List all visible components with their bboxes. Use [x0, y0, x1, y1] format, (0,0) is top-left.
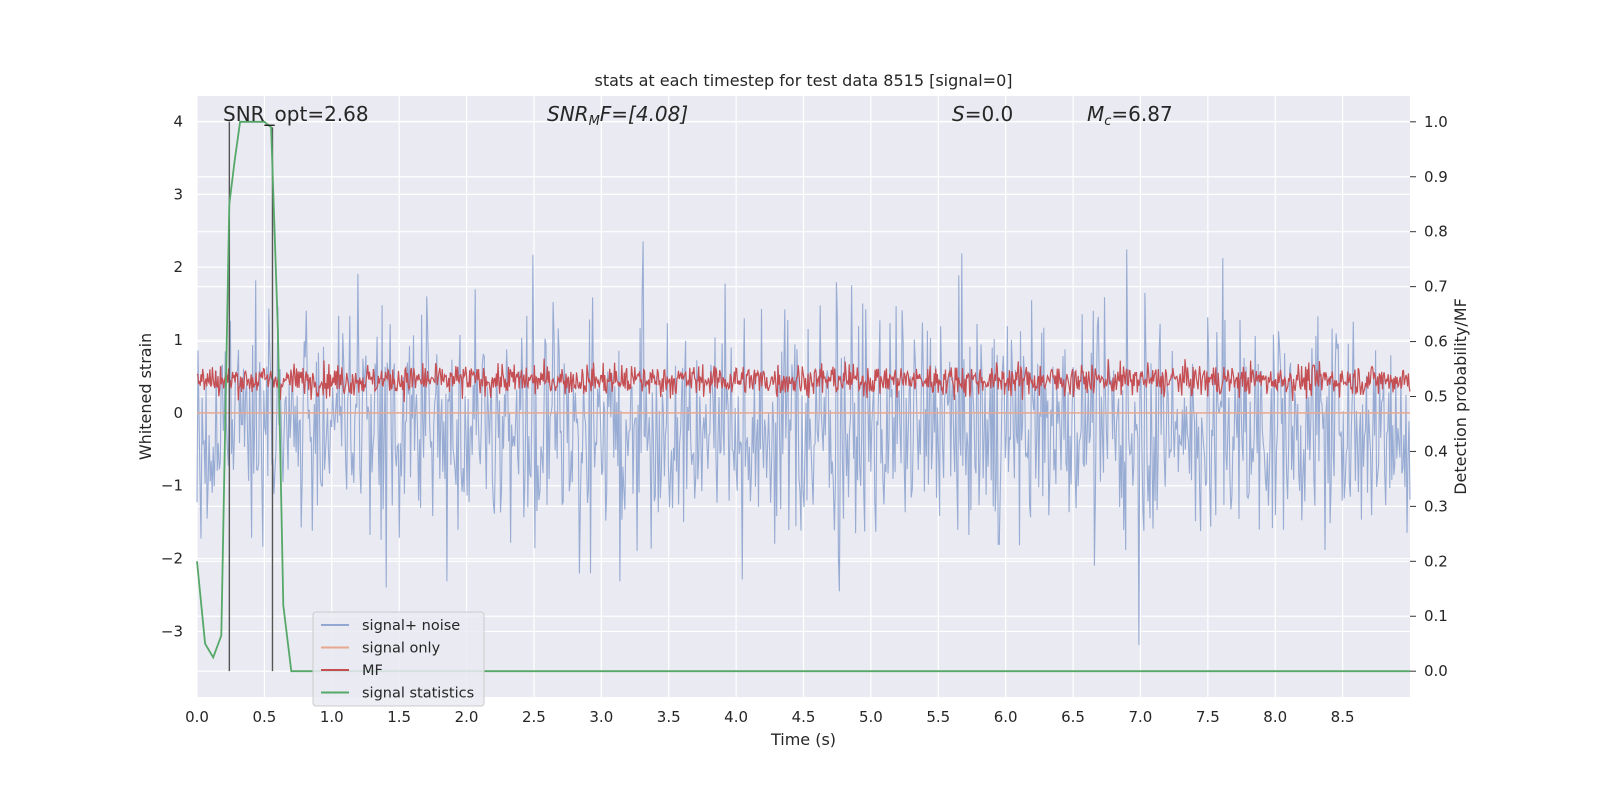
- x-tick-label: 1.5: [387, 708, 411, 726]
- y-tick-label-right: 0.2: [1424, 552, 1448, 570]
- y-tick-label-right: 0.6: [1424, 333, 1448, 351]
- annotation-snr-opt: SNR_opt=2.68: [223, 102, 369, 126]
- x-tick-label: 2.0: [455, 708, 479, 726]
- y-tick-label-right: 0.5: [1424, 388, 1448, 406]
- x-axis-label: Time (s): [770, 730, 836, 749]
- x-tick-label: 6.0: [994, 708, 1018, 726]
- y-tick-label-right: 0.3: [1424, 497, 1448, 515]
- annotation-s-value: =0.0: [965, 102, 1014, 126]
- x-tick-label: 3.0: [589, 708, 613, 726]
- y-tick-label-right: 1.0: [1424, 113, 1448, 131]
- legend-box: [312, 611, 485, 707]
- annotation-s: S=0.0: [952, 102, 1013, 126]
- annotation-mc-subscript: c: [1104, 114, 1111, 129]
- y-axis-label-right: Detection probability/MF: [1451, 298, 1470, 495]
- x-tick-label: 8.0: [1263, 708, 1287, 726]
- x-tick-label: 3.5: [657, 708, 681, 726]
- y-tick-label-right: 0.0: [1424, 662, 1448, 680]
- x-tick-label: 8.5: [1331, 708, 1355, 726]
- y-tick-label-left: −1: [161, 477, 183, 495]
- annotation-snr-mf-value: F=[4.08]: [600, 102, 688, 126]
- x-tick-label: 5.5: [926, 708, 950, 726]
- y-tick-label-right: 0.1: [1424, 607, 1448, 625]
- y-tick-label-left: 3: [173, 185, 183, 203]
- grid: [196, 96, 1410, 697]
- annotation-snr-mf: SNRMF=[4.08]: [547, 102, 688, 129]
- legend: signal+ noise signal only MF signal statist…: [312, 611, 485, 707]
- y-tick-label-left: 0: [173, 404, 183, 422]
- y-tick-label-right: 0.8: [1424, 223, 1448, 241]
- x-tick-label: 4.0: [724, 708, 748, 726]
- legend-label: MF: [362, 663, 383, 679]
- annotation-snr-mf-symbol: SNR: [547, 102, 589, 126]
- x-tick-label: 2.5: [522, 708, 546, 726]
- series-line-signal-noise: [196, 241, 1411, 646]
- y-tick-label-left: −2: [161, 550, 183, 568]
- series-line-signal-statistics: [196, 120, 1410, 673]
- ticks-layer: 0.0 0.5 1.0 1.5 2.0 2.5 3.0 3.5 4.0 4.5 5.0 5.5 6.0 6…: [161, 112, 1448, 726]
- legend-label: signal only: [362, 641, 441, 657]
- y-tick-label-left: 4: [173, 112, 183, 130]
- annotation-snr-mf-subscript: M: [589, 114, 600, 129]
- x-tick-label: 0.0: [185, 708, 209, 726]
- y-tick-label-right: 0.9: [1424, 168, 1448, 186]
- chart-title: stats at each timestep for test data 851…: [594, 71, 1012, 90]
- annotation-mc-symbol: M: [1087, 102, 1104, 126]
- y-tick-label-left: 2: [173, 258, 183, 276]
- series-layer: [196, 120, 1411, 673]
- annotation-mc-value: =6.87: [1111, 102, 1172, 126]
- x-tick-label: 7.0: [1129, 708, 1153, 726]
- y-tick-label-left: −3: [161, 622, 183, 640]
- y-axis-label-left: Whitened strain: [136, 333, 155, 460]
- legend-label: signal+ noise: [362, 618, 460, 634]
- x-tick-label: 4.5: [792, 708, 816, 726]
- x-tick-label: 7.5: [1196, 708, 1220, 726]
- series-line-mf: [196, 358, 1411, 403]
- x-tick-label: 1.0: [320, 708, 344, 726]
- legend-label: signal statistics: [362, 686, 474, 702]
- x-tick-label: 5.0: [859, 708, 883, 726]
- x-tick-label: 0.5: [252, 708, 276, 726]
- y-tick-label-right: 0.4: [1424, 442, 1448, 460]
- annotation-s-symbol: S: [952, 102, 965, 126]
- x-tick-label: 6.5: [1061, 708, 1085, 726]
- y-tick-label-left: 1: [173, 331, 183, 349]
- annotation-mc: Mc=6.87: [1087, 102, 1173, 129]
- y-tick-label-right: 0.7: [1424, 278, 1448, 296]
